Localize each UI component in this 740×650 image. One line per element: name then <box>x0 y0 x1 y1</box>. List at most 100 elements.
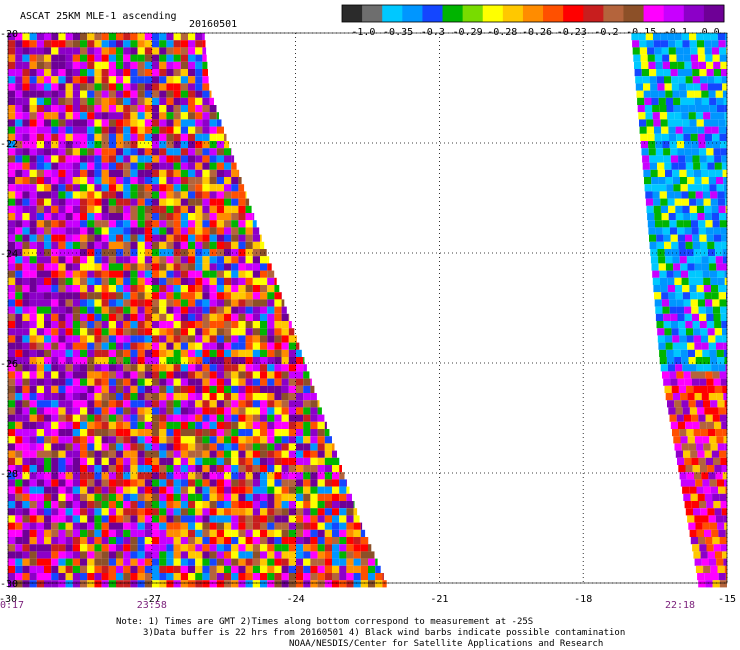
heatmap-cell <box>72 148 80 156</box>
heatmap-cell <box>22 205 30 213</box>
heatmap-cell <box>116 450 124 458</box>
heatmap-cell <box>195 162 203 170</box>
heatmap-cell <box>72 349 80 357</box>
heatmap-cell <box>720 501 727 509</box>
heatmap-cell <box>44 393 52 401</box>
heatmap-cell <box>669 414 677 422</box>
heatmap-cell <box>180 148 188 156</box>
heatmap-cell <box>267 313 275 321</box>
heatmap-cell <box>173 205 181 213</box>
heatmap-cell <box>144 522 152 530</box>
heatmap-cell <box>80 378 88 386</box>
heatmap-cell <box>245 565 253 573</box>
heatmap-cell <box>202 429 210 437</box>
heatmap-cell <box>195 270 203 278</box>
heatmap-cell <box>173 249 181 257</box>
heatmap-cell <box>65 119 73 127</box>
heatmap-cell <box>15 486 23 494</box>
heatmap-cell <box>108 105 116 113</box>
heatmap-cell <box>288 551 296 559</box>
heatmap-cell <box>15 141 23 149</box>
heatmap-cell <box>238 191 246 199</box>
heatmap-cell <box>209 508 217 516</box>
heatmap-cell <box>108 220 116 228</box>
heatmap-cell <box>267 357 275 365</box>
heatmap-cell <box>36 184 44 192</box>
heatmap-cell <box>209 133 217 141</box>
heatmap-cell <box>653 198 661 206</box>
heatmap-cell <box>231 529 239 537</box>
heatmap-cell <box>267 407 275 415</box>
heatmap-cell <box>707 328 715 336</box>
heatmap-cell <box>274 565 282 573</box>
heatmap-cell <box>180 450 188 458</box>
heatmap-cell <box>87 105 95 113</box>
heatmap-cell <box>699 321 707 329</box>
heatmap-cell <box>202 472 210 480</box>
heatmap-cell <box>80 69 88 77</box>
heatmap-cell <box>166 378 174 386</box>
heatmap-cell <box>166 47 174 55</box>
heatmap-cell <box>15 342 23 350</box>
heatmap-cell <box>656 69 664 77</box>
heatmap-cell <box>166 501 174 509</box>
heatmap-cell <box>310 429 318 437</box>
heatmap-cell <box>724 443 727 451</box>
heatmap-cell <box>123 155 131 163</box>
heatmap-cell <box>216 119 222 127</box>
heatmap-cell <box>144 205 152 213</box>
heatmap-cell <box>72 198 80 206</box>
heatmap-cell <box>159 155 167 163</box>
heatmap-cell <box>159 126 167 134</box>
heatmap-cell <box>65 342 73 350</box>
heatmap-cell <box>130 126 138 134</box>
heatmap-cell <box>195 537 203 545</box>
heatmap-cell <box>635 76 643 84</box>
heatmap-cell <box>252 241 260 249</box>
heatmap-cell <box>332 457 340 465</box>
heatmap-cell <box>267 270 275 278</box>
heatmap-cell <box>80 342 88 350</box>
heatmap-cell <box>296 393 304 401</box>
colorbar-swatch <box>543 5 564 22</box>
heatmap-cell <box>36 457 44 465</box>
heatmap-cell <box>94 342 102 350</box>
heatmap-cell <box>216 335 224 343</box>
heatmap-cell <box>44 443 52 451</box>
heatmap-cell <box>44 148 52 156</box>
heatmap-cell <box>8 69 16 77</box>
heatmap-cell <box>8 76 16 84</box>
heatmap-cell <box>44 472 52 480</box>
heatmap-cell <box>650 90 659 98</box>
heatmap-cell <box>123 580 131 588</box>
heatmap-cell <box>15 198 23 206</box>
heatmap-cell <box>245 436 253 444</box>
heatmap-cell <box>116 414 124 422</box>
heatmap-cell <box>238 270 246 278</box>
heatmap-cell <box>692 378 700 386</box>
heatmap-cell <box>653 40 661 48</box>
heatmap-cell <box>245 321 253 329</box>
heatmap-cell <box>15 184 23 192</box>
heatmap-cell <box>29 443 37 451</box>
heatmap-cell <box>680 436 688 444</box>
heatmap-cell <box>685 465 693 473</box>
heatmap-cell <box>332 508 340 516</box>
heatmap-cell <box>72 472 80 480</box>
heatmap-cell <box>324 493 332 501</box>
heatmap-cell <box>691 61 699 69</box>
heatmap-cell <box>720 378 727 386</box>
heatmap-cell <box>238 328 246 336</box>
heatmap-cell <box>166 306 174 314</box>
heatmap-cell <box>693 551 701 559</box>
heatmap-cell <box>296 558 304 566</box>
heatmap-cell <box>188 205 196 213</box>
heatmap-cell <box>195 465 203 473</box>
heatmap-cell <box>260 342 268 350</box>
heatmap-cell <box>159 33 167 41</box>
heatmap-cell <box>65 328 73 336</box>
heatmap-cell <box>303 421 311 429</box>
heatmap-cell <box>324 544 332 552</box>
heatmap-cell <box>87 537 95 545</box>
heatmap-cell <box>58 580 66 588</box>
